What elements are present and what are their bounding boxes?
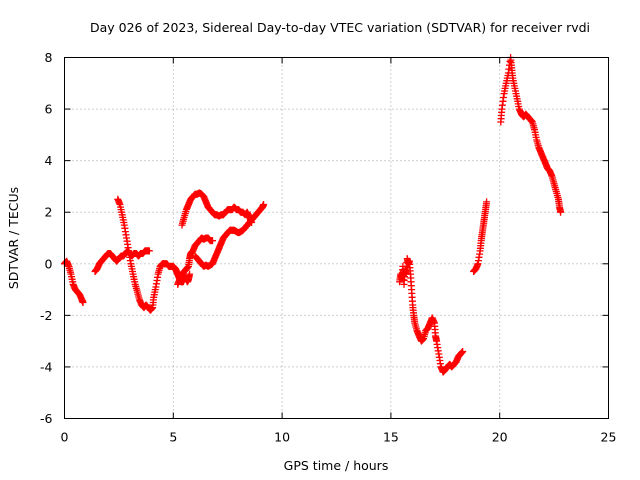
x-tick-label: 10 <box>274 430 290 445</box>
y-tick-label: -6 <box>40 411 53 426</box>
y-tick-label: 0 <box>45 256 53 271</box>
y-tick-label: 2 <box>45 205 53 220</box>
x-tick-label: 0 <box>61 430 69 445</box>
y-tick-label: -2 <box>40 308 52 323</box>
data-point <box>459 348 467 355</box>
data-point <box>145 247 153 255</box>
data-point <box>260 201 268 208</box>
data-point <box>483 198 491 206</box>
x-tick-label: 5 <box>169 430 177 445</box>
chart-title: Day 026 of 2023, Sidereal Day-to-day VTE… <box>90 20 590 35</box>
x-tick-label: 25 <box>601 430 617 445</box>
data-point <box>79 299 87 306</box>
y-tick-label: 6 <box>45 102 53 117</box>
gridlines <box>64 57 609 419</box>
data-point <box>186 270 194 278</box>
y-tick-label: 4 <box>45 153 53 168</box>
data-point <box>209 237 216 245</box>
y-tick-label: 8 <box>45 50 53 65</box>
x-axis-label: GPS time / hours <box>284 458 389 473</box>
y-tick-label: -4 <box>40 359 53 374</box>
x-tick-label: 20 <box>492 430 508 445</box>
plot-frame <box>64 57 609 419</box>
data-point <box>557 208 565 216</box>
y-axis-label: SDTVAR / TECUs <box>6 187 21 289</box>
x-tick-label: 15 <box>383 430 399 445</box>
data-points <box>61 54 565 376</box>
